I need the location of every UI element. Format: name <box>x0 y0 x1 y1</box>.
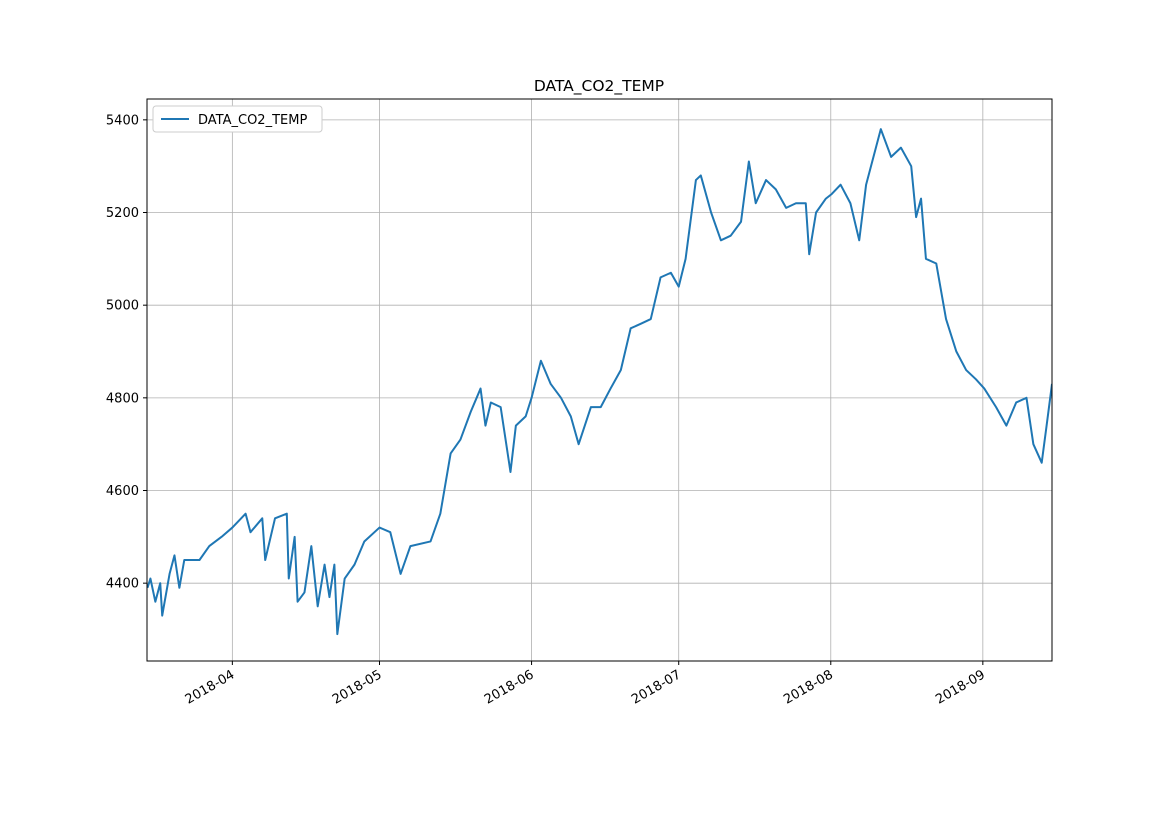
y-tick-label: 5400 <box>106 113 139 128</box>
chart-title: DATA_CO2_TEMP <box>534 77 664 96</box>
plot-area <box>147 128 1052 636</box>
y-tick-label: 4400 <box>106 577 139 592</box>
data-line <box>147 128 1052 636</box>
y-tick-label: 5000 <box>106 299 139 314</box>
plot-frame <box>146 98 1053 662</box>
y-tick-label: 4800 <box>106 391 139 406</box>
legend-box <box>152 105 323 133</box>
y-tick-label: 5200 <box>106 206 139 221</box>
y-tick-label: 4600 <box>106 484 139 499</box>
legend-label: DATA_CO2_TEMP <box>198 113 307 128</box>
